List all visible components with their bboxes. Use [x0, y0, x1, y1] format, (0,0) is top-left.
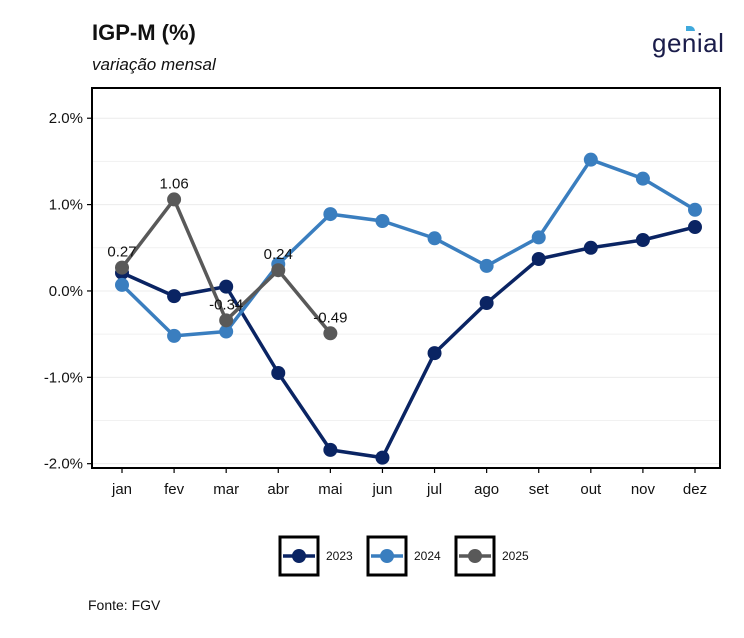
data-point-2025 — [271, 263, 286, 278]
data-point-2023 — [635, 233, 650, 247]
legend-label: 2025 — [502, 549, 529, 563]
x-tick-label: jun — [371, 481, 392, 498]
x-tick-label: out — [580, 481, 602, 498]
x-tick-label: fev — [164, 481, 185, 498]
y-tick-label: 1.0% — [49, 197, 83, 214]
data-point-2023 — [219, 279, 234, 294]
data-point-2023 — [583, 240, 598, 255]
y-tick-label: -1.0% — [44, 369, 83, 386]
plot-panel-border — [91, 87, 721, 469]
data-point-2023 — [427, 346, 442, 361]
x-tick-label: dez — [683, 481, 707, 498]
data-label-2025: 0.24 — [264, 246, 293, 263]
series-line-2023 — [121, 225, 696, 460]
x-tick-label: ago — [474, 481, 499, 498]
legend-key-point — [380, 549, 394, 563]
data-point-2024 — [479, 258, 494, 273]
data-point-2023 — [479, 296, 494, 311]
brand-logo: genial — [652, 28, 725, 58]
data-label-2025: 0.27 — [107, 244, 136, 261]
data-point-2024 — [583, 152, 598, 167]
x-tick-label: mar — [213, 481, 239, 498]
series-line-2024 — [120, 157, 696, 338]
data-point-2023 — [271, 366, 286, 380]
data-point-2024 — [688, 202, 702, 217]
data-point-2024 — [375, 214, 390, 228]
brand-logo-accent-icon — [686, 26, 695, 31]
data-point-2025 — [323, 326, 338, 341]
legend-label: 2023 — [326, 549, 353, 563]
data-point-2023 — [531, 252, 546, 266]
data-label-2025: -0.49 — [313, 309, 347, 326]
data-point-2024 — [427, 231, 442, 246]
y-tick-label: 0.0% — [49, 283, 83, 300]
data-point-2024 — [531, 230, 546, 245]
data-point-2023 — [688, 220, 702, 235]
y-tick-label: 2.0% — [49, 110, 83, 127]
chart-subtitle: variação mensal — [92, 55, 216, 74]
data-point-2024 — [115, 277, 129, 292]
y-tick-label: -2.0% — [44, 456, 83, 473]
data-point-2023 — [375, 450, 390, 465]
data-label-2025: -0.34 — [209, 296, 243, 313]
data-label-2025: 1.06 — [159, 175, 188, 192]
data-point-2024 — [323, 207, 338, 222]
source-note: Fonte: FGV — [88, 597, 161, 613]
legend-label: 2024 — [414, 549, 441, 563]
data-point-2025 — [219, 313, 234, 328]
legend-key-point — [292, 549, 306, 563]
x-tick-label: jul — [426, 481, 442, 498]
x-tick-label: nov — [631, 481, 656, 498]
data-point-2023 — [167, 289, 182, 304]
x-tick-label: jan — [111, 481, 132, 498]
data-point-2023 — [323, 442, 338, 457]
legend-key-point — [468, 549, 482, 563]
x-tick-label: set — [529, 481, 550, 498]
data-point-2025 — [115, 260, 129, 275]
chart-title: IGP-M (%) — [92, 20, 196, 45]
data-point-2024 — [167, 328, 182, 343]
data-point-2025 — [167, 192, 182, 207]
x-tick-label: mai — [318, 481, 342, 498]
data-point-2024 — [219, 324, 234, 339]
x-tick-label: abr — [267, 481, 289, 498]
data-point-2024 — [635, 171, 650, 186]
